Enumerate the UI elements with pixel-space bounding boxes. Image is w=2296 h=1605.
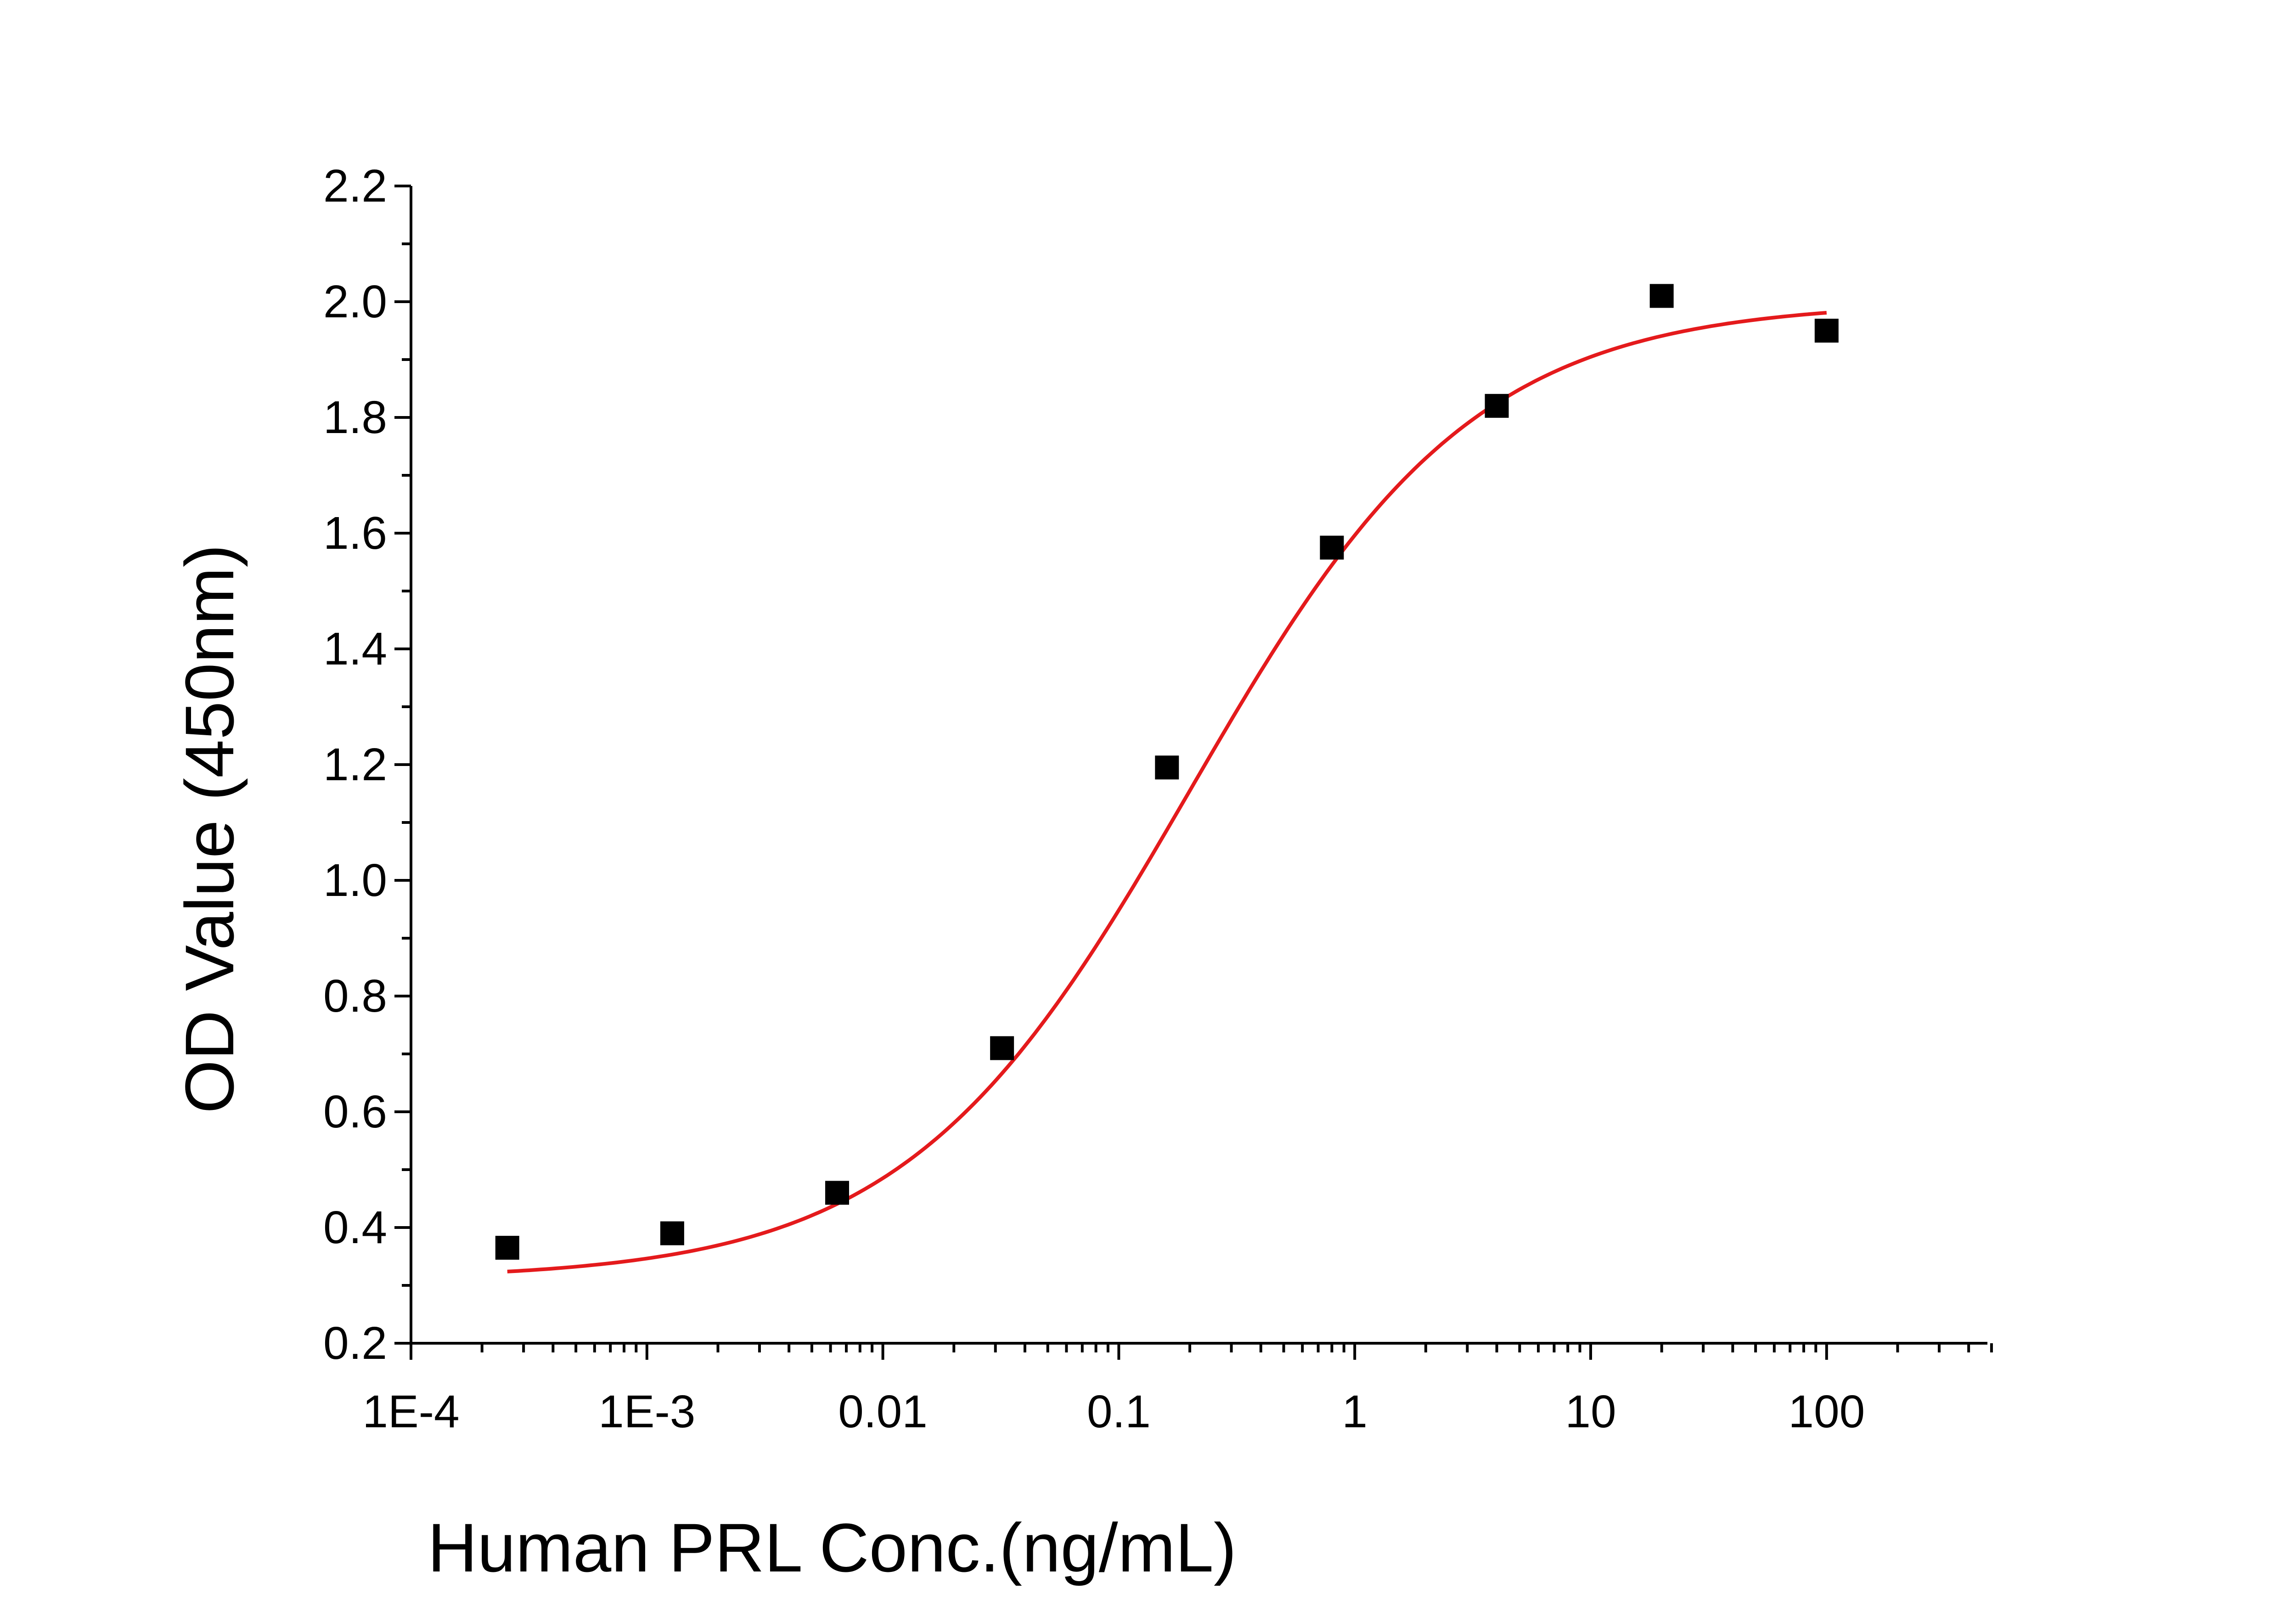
- x-tick-label: 1E-3: [598, 1386, 695, 1437]
- y-tick-label: 0.4: [323, 1202, 387, 1253]
- plot-area: 1E-4 1E-3 0.01 0.1 1 10 100 0.2 0.4 0.6 0.8 1.0 1.2…: [323, 160, 1993, 1437]
- data-points-series: [495, 284, 1839, 1260]
- x-tick-label: 10: [1565, 1386, 1616, 1437]
- x-axis-label: Human PRL Conc.(ng/mL): [428, 1509, 1237, 1586]
- y-tick-label: 1.2: [323, 739, 387, 790]
- data-point: [1320, 535, 1344, 560]
- x-axis-ticks: [410, 1343, 1993, 1360]
- data-point: [990, 1036, 1014, 1060]
- y-tick-label: 2.2: [323, 160, 387, 212]
- x-tick-label: 0.01: [838, 1386, 928, 1437]
- y-tick-label: 0.8: [323, 970, 387, 1022]
- y-tick-label: 0.2: [323, 1318, 387, 1369]
- fit-curve-line: [507, 311, 1827, 1273]
- x-tick-label: 1: [1342, 1386, 1367, 1437]
- data-point: [1485, 394, 1509, 418]
- x-tick-label: 1E-4: [362, 1386, 459, 1437]
- x-tick-label: 0.1: [1087, 1386, 1151, 1437]
- data-point: [1155, 755, 1179, 780]
- data-point: [660, 1221, 684, 1245]
- fit-curve-series: [507, 311, 1827, 1273]
- y-tick-label: 1.0: [323, 855, 387, 906]
- y-tick-label: 0.6: [323, 1086, 387, 1138]
- y-axis-ticks: [394, 185, 411, 1345]
- data-point: [495, 1236, 519, 1260]
- y-tick-label: 1.4: [323, 623, 387, 675]
- y-tick-label: 1.6: [323, 507, 387, 559]
- x-tick-label: 100: [1788, 1386, 1865, 1437]
- y-tick-label: 2.0: [323, 276, 387, 327]
- y-tick-labels: 0.2 0.4 0.6 0.8 1.0 1.2 1.4 1.6 1.8 2.0 2.2: [323, 160, 387, 1369]
- y-axis-label: OD Value (450nm): [171, 544, 248, 1113]
- data-point: [825, 1181, 850, 1205]
- x-tick-labels: 1E-4 1E-3 0.01 0.1 1 10 100: [362, 1386, 1865, 1437]
- data-point: [1649, 284, 1674, 308]
- y-tick-label: 1.8: [323, 392, 387, 443]
- data-point: [1814, 319, 1839, 343]
